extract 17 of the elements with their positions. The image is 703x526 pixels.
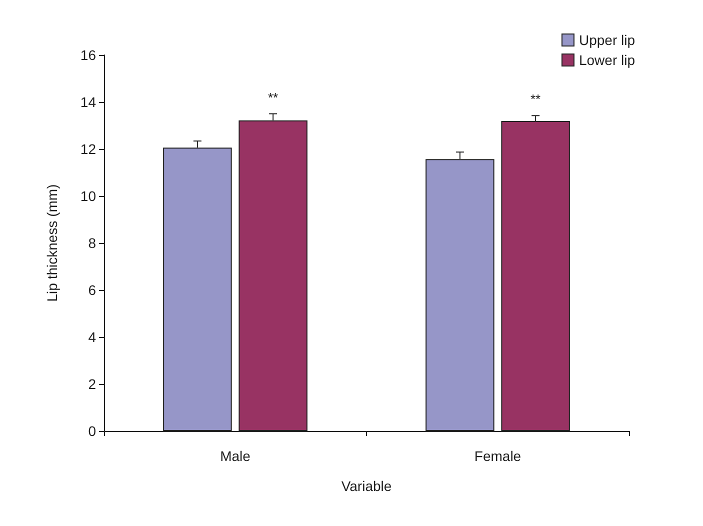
y-axis-title: Lip thickness (mm)	[44, 184, 60, 302]
legend-label: Upper lip	[578, 32, 636, 48]
legend-label: Lower lip	[578, 52, 636, 68]
y-tick-label: 16	[80, 47, 96, 63]
x-axis-title: Variable	[341, 478, 392, 494]
y-tick-label: 8	[88, 235, 96, 251]
annotation: **	[268, 90, 278, 105]
x-tick-label: Female	[474, 448, 522, 464]
y-tick-label: 2	[88, 376, 96, 392]
y-tick-label: 14	[80, 94, 96, 110]
y-tick-label: 10	[80, 188, 96, 204]
y-tick-label: 6	[88, 282, 96, 298]
y-tick-label: 12	[80, 141, 96, 157]
annotation: **	[530, 92, 541, 107]
x-tick-label: Male	[220, 448, 251, 464]
y-tick-label: 4	[88, 329, 96, 345]
y-tick-label: 0	[88, 423, 96, 439]
